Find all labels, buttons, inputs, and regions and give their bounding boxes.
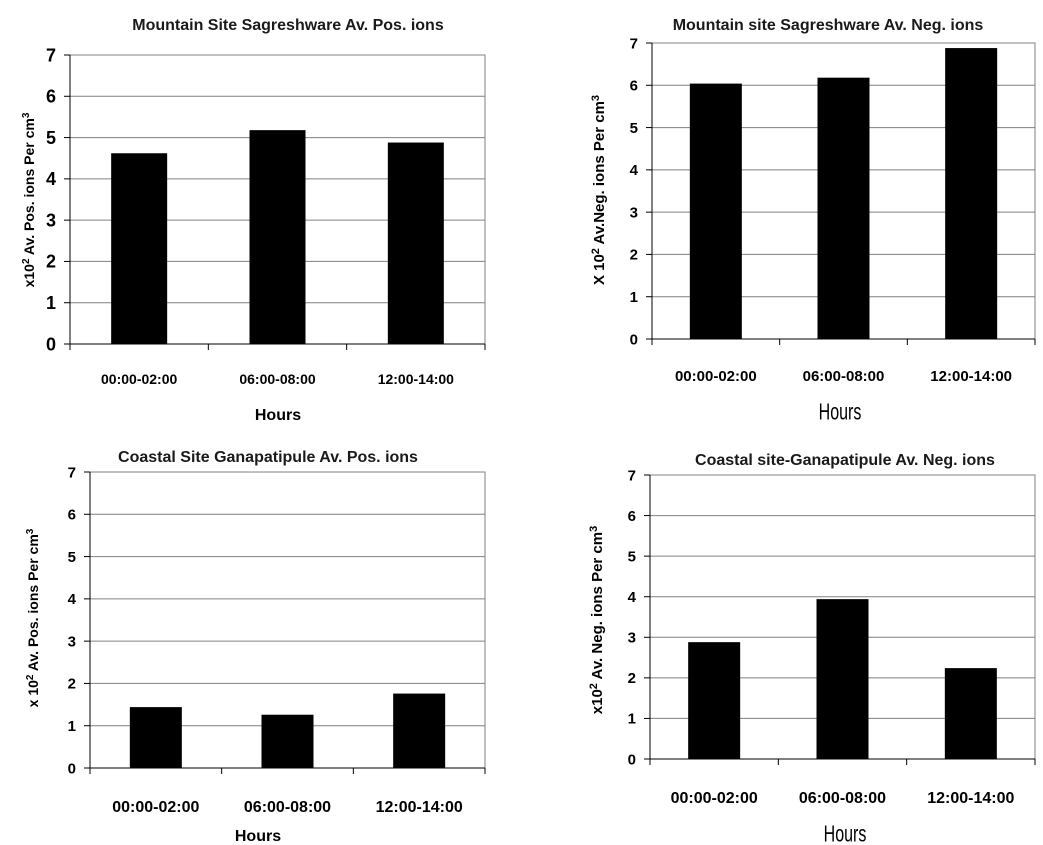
chart-coastal-pos-ions-svg: Coastal Site Ganapatipule Av. Pos. ions … — [25, 449, 486, 845]
bar — [689, 83, 742, 339]
bar — [393, 693, 446, 768]
y-tick-label: 3 — [630, 204, 638, 221]
chart-coastal-pos-ions: Coastal Site Ganapatipule Av. Pos. ions … — [0, 432, 500, 845]
y-axis-label: x 102 Av. Pos. ions Per cm3 — [25, 528, 41, 707]
x-tick-label: 06:00-08:00 — [803, 368, 885, 385]
y-axis-label: X 102 Av.Neg. ions Per cm3 — [590, 95, 608, 285]
y-axis-label: x102 Av. Neg. ions Per cm3 — [588, 526, 606, 714]
chart-mountain-pos-ions: Mountain Site Sagreshware Av. Pos. ions … — [0, 0, 500, 430]
x-tick-label: 00:00-02:00 — [112, 799, 199, 816]
chart-coastal-neg-ions: Coastal site-Ganapatipule Av. Neg. ions … — [520, 432, 1043, 845]
y-tick-label: 0 — [630, 331, 638, 348]
y-tick-label: 4 — [628, 589, 637, 606]
x-tick-label: 00:00-02:00 — [675, 368, 757, 385]
y-tick-label: 6 — [628, 508, 636, 525]
y-tick-label: 2 — [46, 252, 56, 272]
chart-title: Mountain Site Sagreshware Av. Pos. ions — [132, 17, 444, 34]
y-tick-label: 1 — [628, 711, 636, 728]
y-tick-label: 0 — [46, 334, 56, 354]
y-tick-label: 4 — [46, 169, 56, 189]
bar — [945, 48, 998, 340]
y-tick-label: 3 — [46, 210, 56, 230]
chart-mountain-neg-ions: Mountain site Sagreshware Av. Neg. ions … — [520, 0, 1043, 430]
chart-mountain-neg-ions-svg: Mountain site Sagreshware Av. Neg. ions … — [590, 17, 1036, 426]
x-axis-label: Hours — [819, 400, 862, 426]
y-tick-label: 1 — [630, 289, 638, 306]
y-tick-label: 5 — [630, 120, 638, 137]
y-tick-label: 2 — [68, 676, 76, 693]
x-tick-label: 06:00-08:00 — [239, 371, 315, 387]
y-tick-label: 1 — [46, 293, 56, 313]
x-tick-label: 12:00-14:00 — [930, 368, 1012, 385]
bar — [111, 153, 168, 344]
y-tick-label: 6 — [630, 78, 638, 95]
y-tick-label: 4 — [630, 162, 639, 179]
x-axis-label: Hours — [255, 407, 301, 424]
y-tick-label: 5 — [68, 549, 76, 566]
x-tick-label: 00:00-02:00 — [101, 371, 177, 387]
bar — [944, 668, 997, 759]
bar — [817, 77, 870, 339]
y-tick-label: 0 — [628, 751, 636, 768]
x-tick-label: 06:00-08:00 — [244, 799, 331, 816]
bar — [387, 142, 444, 344]
y-tick-label: 7 — [46, 45, 56, 65]
chart-coastal-neg-ions-svg: Coastal site-Ganapatipule Av. Neg. ions … — [588, 452, 1036, 845]
y-tick-label: 2 — [628, 670, 636, 687]
x-tick-label: 12:00-14:00 — [378, 371, 454, 387]
x-tick-label: 06:00-08:00 — [799, 790, 886, 807]
y-tick-label: 6 — [68, 507, 76, 524]
y-tick-label: 7 — [68, 464, 76, 481]
y-tick-label: 7 — [630, 35, 638, 52]
chart-mountain-pos-ions-svg: Mountain Site Sagreshware Av. Pos. ions … — [21, 17, 486, 424]
chart-title: Coastal site-Ganapatipule Av. Neg. ions — [695, 452, 995, 469]
x-tick-label: 00:00-02:00 — [671, 790, 758, 807]
bar — [249, 130, 306, 344]
y-tick-label: 1 — [68, 718, 76, 735]
y-tick-label: 3 — [68, 633, 76, 650]
y-axis-label: x102 Av. Pos. ions Per cm3 — [21, 112, 37, 287]
y-tick-label: 3 — [628, 630, 636, 647]
bar — [688, 642, 741, 759]
bar — [816, 599, 869, 759]
chart-title: Coastal Site Ganapatipule Av. Pos. ions — [118, 449, 418, 466]
x-axis-label: Hours — [824, 822, 867, 845]
chart-title: Mountain site Sagreshware Av. Neg. ions — [673, 17, 984, 34]
bar — [129, 707, 182, 768]
y-tick-label: 6 — [46, 87, 56, 107]
y-tick-label: 5 — [46, 128, 56, 148]
x-tick-label: 12:00-14:00 — [927, 790, 1014, 807]
y-tick-label: 4 — [68, 591, 77, 608]
y-tick-label: 2 — [630, 247, 638, 264]
y-tick-label: 7 — [628, 467, 636, 484]
x-axis-label: Hours — [235, 828, 281, 845]
y-tick-label: 0 — [68, 760, 76, 777]
bar — [261, 714, 314, 768]
x-tick-label: 12:00-14:00 — [376, 799, 463, 816]
y-tick-label: 5 — [628, 548, 636, 565]
